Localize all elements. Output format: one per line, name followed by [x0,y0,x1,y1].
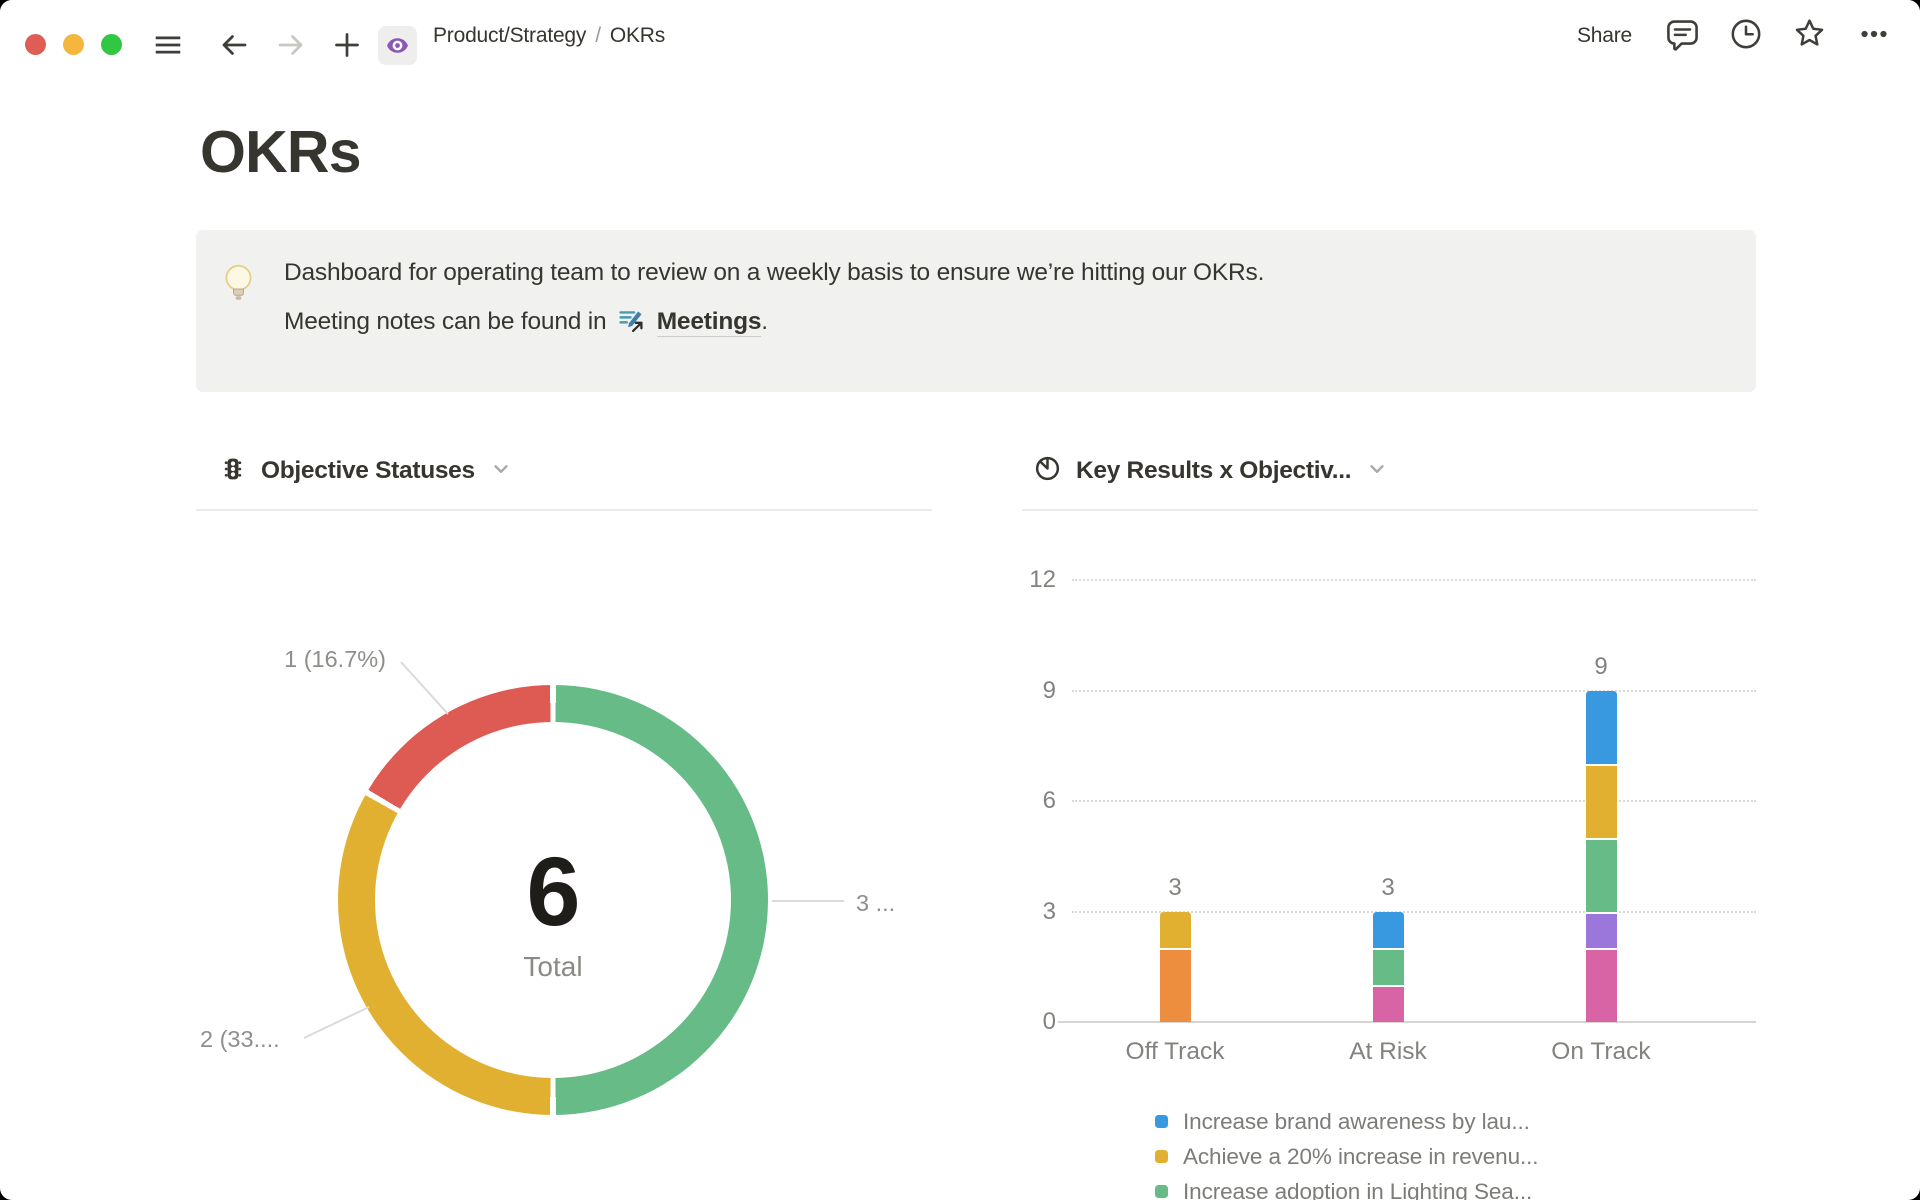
meetings-page-icon [617,301,644,350]
meetings-link[interactable]: Meetings [656,308,762,337]
divider [1022,509,1758,511]
close-button[interactable] [25,34,46,55]
bar-segment-purple[interactable] [1585,911,1617,949]
bar-segment-orange[interactable] [1159,948,1191,1022]
bar-segment-yellow[interactable] [1585,764,1617,838]
back-arrow-icon[interactable] [215,26,253,64]
chevron-down-icon [490,458,512,485]
chevron-down-icon [1366,458,1388,485]
lightbulb-icon [222,263,255,313]
y-axis-tick-label: 3 [1042,897,1056,925]
objective-statuses-chart: Objective Statuses 6 Total 1 (16.7%) 2 (… [196,448,932,1200]
share-button[interactable]: Share [1576,24,1632,47]
chart-title: Objective Statuses [261,457,475,484]
bar-segment-green[interactable] [1585,837,1617,912]
maximize-button[interactable] [101,34,122,55]
legend-item[interactable]: Increase adoption in Lighting Sea... [1155,1174,1538,1200]
donut-label-red: 1 (16.7%) [284,646,386,672]
page-title[interactable]: OKRs [200,119,362,185]
legend-label: Increase adoption in Lighting Sea... [1183,1178,1533,1200]
bar-value-label: 9 [1594,652,1608,680]
page-eye-icon[interactable] [378,26,417,65]
legend-label: Achieve a 20% increase in revenu... [1183,1143,1539,1169]
breadcrumb-parent[interactable]: Product/Strategy [433,24,587,47]
bar-category-label: At Risk [1349,1038,1427,1065]
x-axis-line [1058,1021,1756,1023]
minimize-button[interactable] [63,34,84,55]
bar-segment-pink[interactable] [1372,985,1404,1022]
callout-text: Dashboard for operating team to review o… [284,248,1684,350]
legend-swatch-green [1155,1185,1168,1198]
bar-segment-blue[interactable] [1372,911,1404,949]
traffic-light-icon [220,456,246,487]
callout-line2-suffix: . [761,308,768,335]
stacked-bar [1372,911,1404,1022]
gridline [1072,579,1756,581]
donut-ring[interactable] [338,685,768,1115]
chart-title: Key Results x Objectiv... [1076,457,1352,484]
bar-segment-yellow[interactable] [1159,911,1191,949]
clock-icon[interactable] [1727,15,1765,58]
callout-block: Dashboard for operating team to review o… [196,230,1756,392]
plus-icon[interactable] [328,26,366,64]
bar-category-label: Off Track [1125,1038,1225,1065]
stacked-bar [1159,911,1191,1022]
pie-chart-icon [1034,455,1061,487]
breadcrumb: Product/Strategy / OKRs [433,0,665,72]
bar-segment-pink[interactable] [1585,948,1617,1022]
topbar-actions: Share [1571,0,1894,72]
donut-total-value: 6 [526,837,581,946]
y-axis-tick-label: 12 [1029,566,1056,593]
bar-category-label: On Track [1551,1038,1651,1065]
bar-chart-legend: Increase brand awareness by lau... Achiev… [1155,1104,1539,1200]
bar-value-label: 3 [1381,873,1395,901]
key-results-chart: Key Results x Objectiv... 0 3 6 9 12 3 Off Tra… [1022,448,1758,1200]
hamburger-icon[interactable] [149,26,187,64]
gridline [1072,910,1756,913]
bar-segment-green[interactable] [1372,948,1404,986]
legend-swatch-blue [1155,1115,1168,1128]
key-results-header[interactable]: Key Results x Objectiv... [1022,448,1388,494]
objective-statuses-header[interactable]: Objective Statuses [196,448,512,494]
legend-swatch-yellow [1155,1150,1168,1163]
callout-line1: Dashboard for operating team to review o… [284,259,1265,286]
legend-label: Increase brand awareness by lau... [1183,1108,1530,1134]
gridline [1072,689,1756,692]
y-axis-tick-label: 0 [1042,1008,1056,1035]
donut-hole [375,722,731,1078]
bar-chart-plot: 0 3 6 9 12 3 Off Track 3 At Risk 9 On Track [1029,566,1756,1065]
donut-label-green: 3 ... [856,890,896,916]
stacked-bar [1585,690,1617,1022]
divider [196,509,932,511]
forward-arrow-icon[interactable] [272,26,310,64]
star-icon[interactable] [1790,14,1829,58]
y-axis-tick-label: 6 [1042,787,1056,814]
comment-icon[interactable] [1663,14,1702,58]
breadcrumb-separator: / [595,24,601,47]
y-axis-tick-label: 9 [1042,676,1056,704]
callout-line2: Meeting notes can be found in Meetings. [284,297,1684,350]
topbar: Product/Strategy / OKRs Share [0,0,1920,72]
callout-line2-prefix: Meeting notes can be found in [284,308,607,335]
donut-total-label: Total [523,951,583,982]
legend-item[interactable]: Increase brand awareness by lau... [1155,1104,1538,1139]
bar-segment-blue[interactable] [1585,690,1617,765]
donut-label-yellow: 2 (33.... [200,1026,280,1052]
breadcrumb-current[interactable]: OKRs [609,24,666,47]
bar-value-label: 3 [1168,873,1182,901]
legend-item[interactable]: Achieve a 20% increase in revenu... [1155,1139,1539,1174]
more-icon[interactable] [1854,14,1894,59]
gridline [1072,800,1756,802]
